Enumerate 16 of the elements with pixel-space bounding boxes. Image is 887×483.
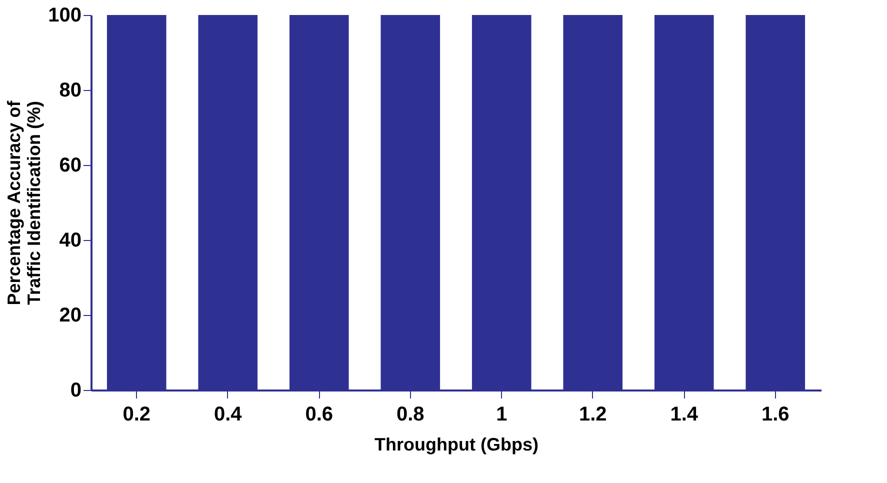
y-tick-label: 80 <box>59 80 82 102</box>
x-axis-title: Throughput (Gbps) <box>374 434 538 454</box>
x-tick-label: 0.6 <box>305 404 334 426</box>
x-tick-label: 0.4 <box>214 404 243 426</box>
x-tick-label: 0.2 <box>122 404 151 426</box>
y-tick-label: 100 <box>48 4 82 26</box>
y-axis-title: Percentage Accuracy of Traffic Identification (%) <box>4 100 44 306</box>
y-tick-label: 60 <box>59 154 82 176</box>
x-tick-label: 1.6 <box>761 404 790 426</box>
x-tick-label: 0.8 <box>396 404 424 426</box>
y-tick-label: 40 <box>59 230 82 252</box>
x-tick-label: 1.4 <box>670 404 699 426</box>
y-tick-label: 20 <box>59 304 82 326</box>
y-tick-label: 0 <box>70 380 82 402</box>
x-tick-label: 1.2 <box>578 404 607 426</box>
x-tick-label: 1 <box>496 404 508 426</box>
